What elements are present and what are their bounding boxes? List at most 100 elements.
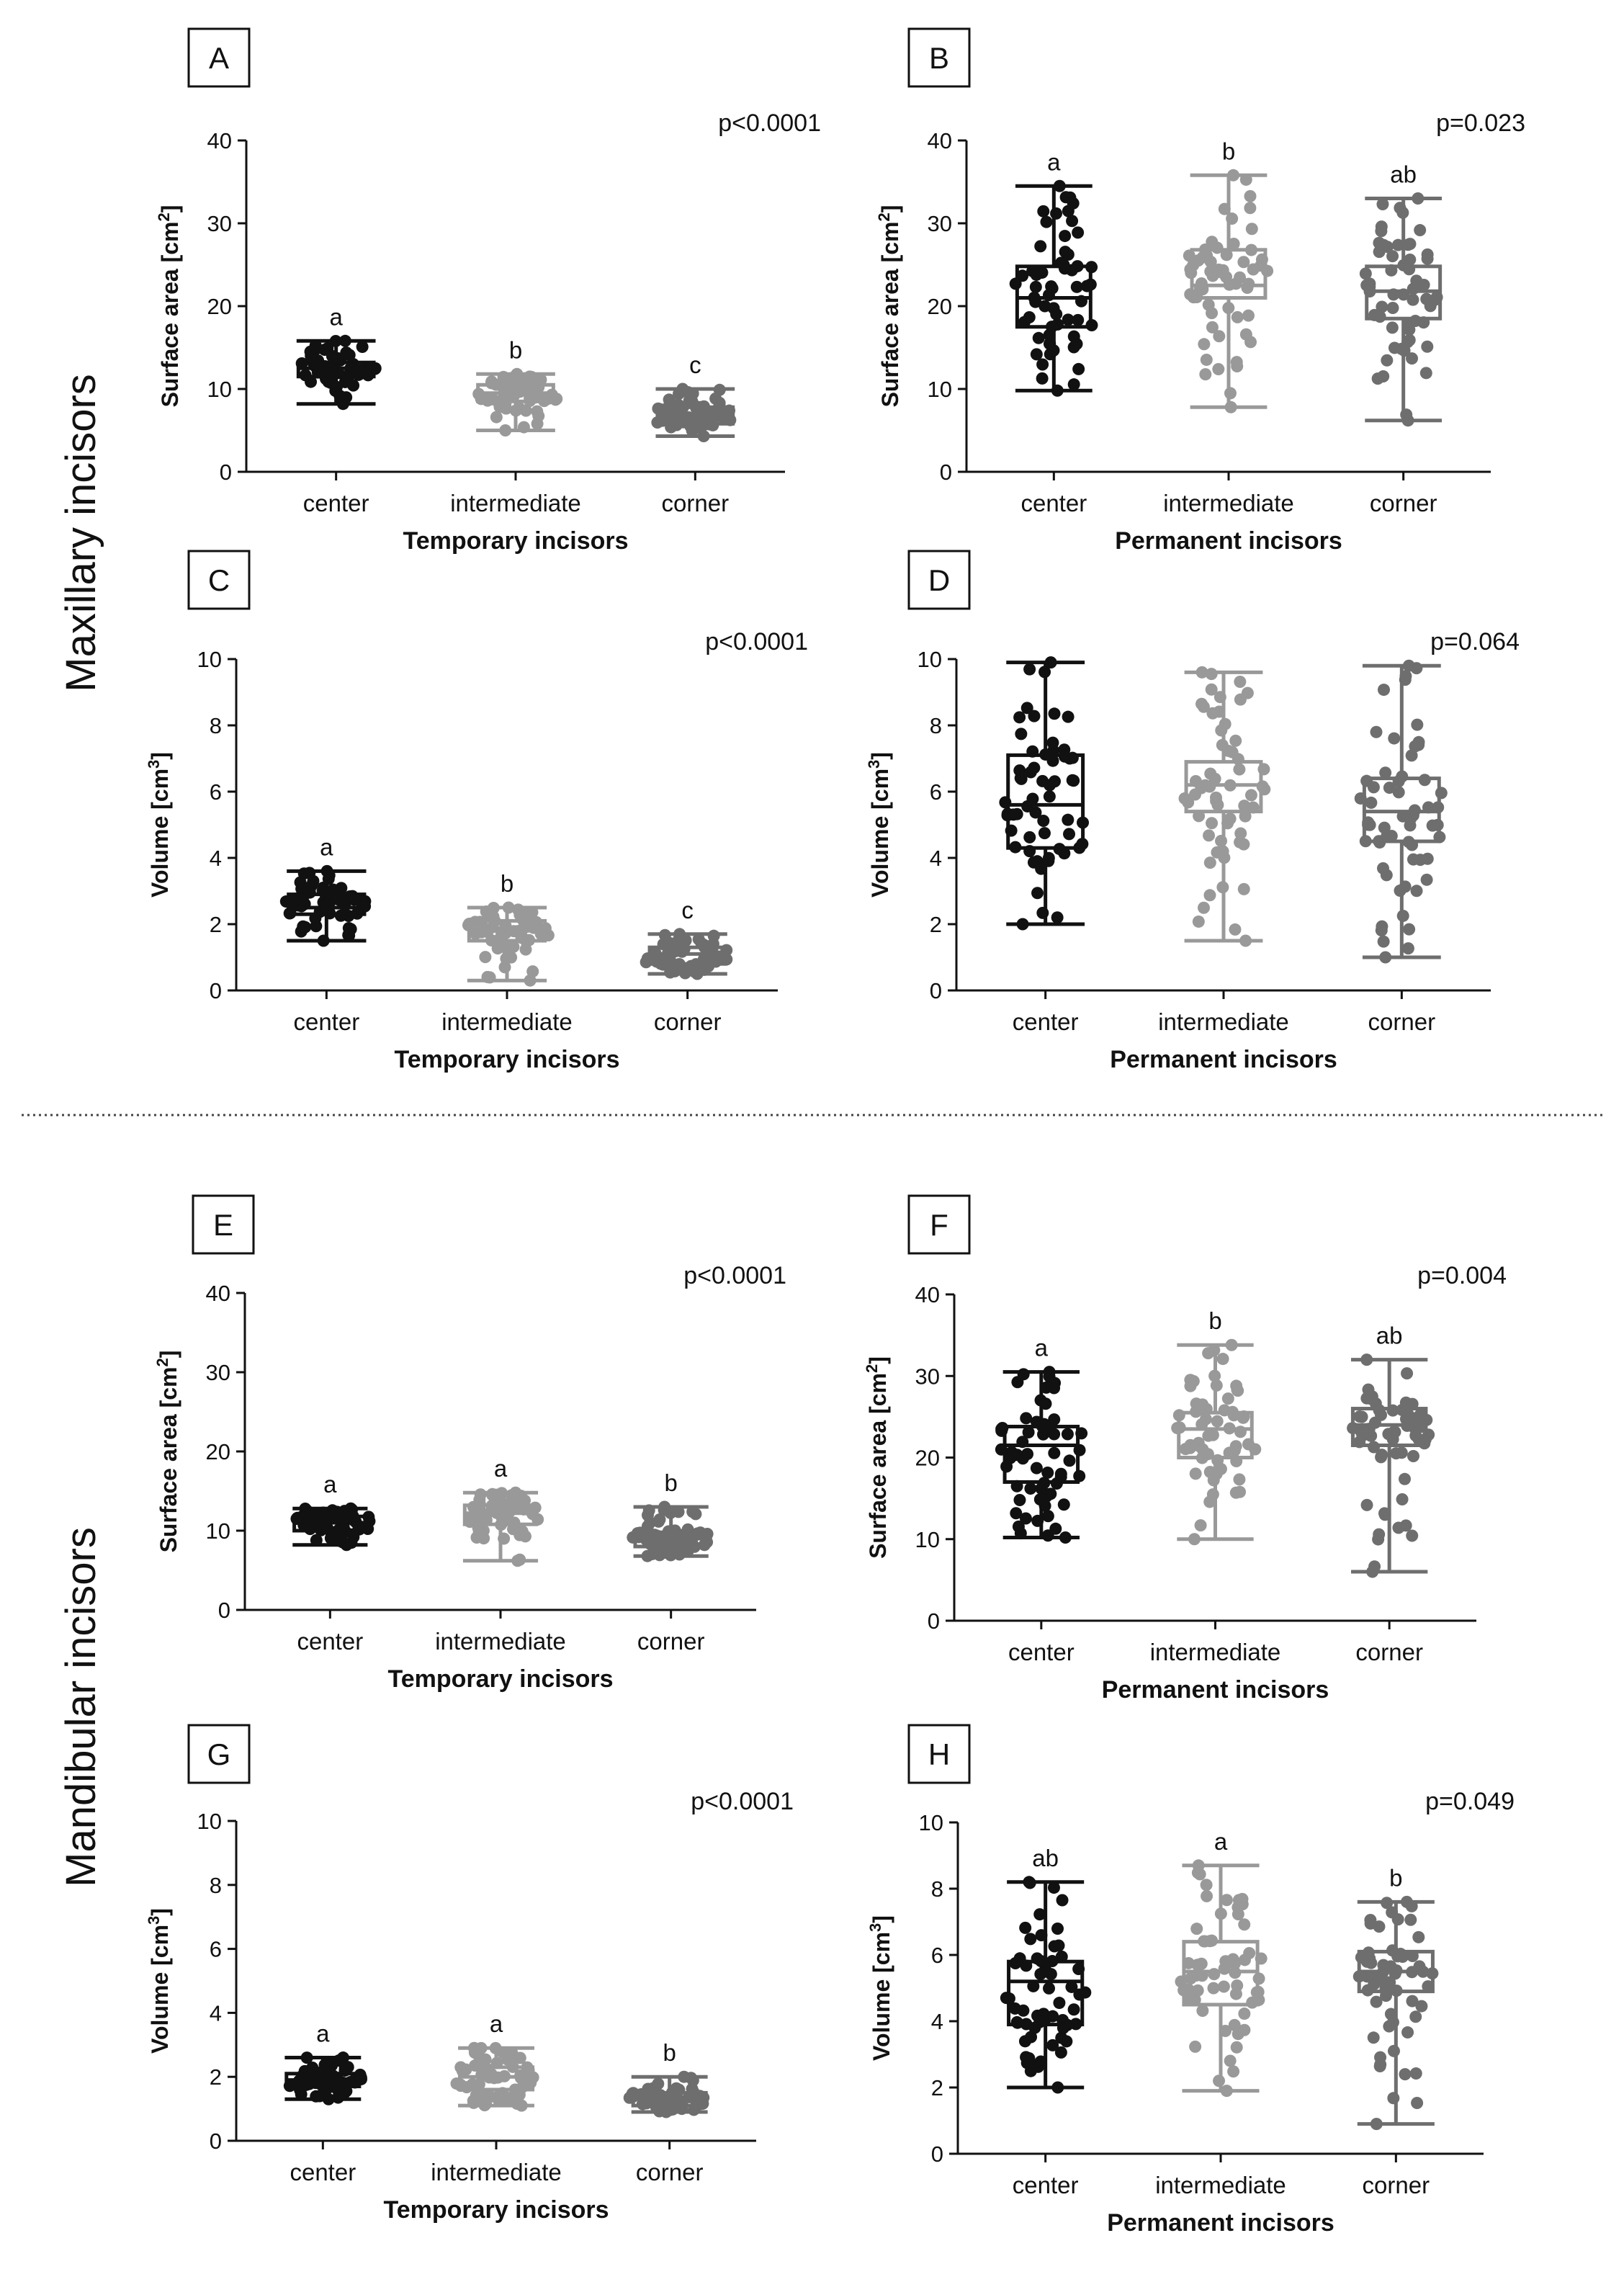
data-point xyxy=(300,2051,313,2064)
data-point xyxy=(686,395,699,408)
data-point xyxy=(290,892,303,905)
data-point xyxy=(1412,192,1425,205)
y-axis-label: Volume [cm3] xyxy=(145,1908,173,2054)
data-point xyxy=(1420,1413,1433,1426)
data-point xyxy=(1009,277,1022,290)
data-point xyxy=(1172,1409,1185,1422)
data-point xyxy=(1379,766,1392,779)
data-point xyxy=(1213,330,1226,343)
data-point xyxy=(1067,2003,1080,2016)
data-point xyxy=(1031,1514,1044,1527)
panel-letter: C xyxy=(208,563,230,597)
data-point xyxy=(1015,728,1028,740)
y-tick-label: 40 xyxy=(206,1281,230,1306)
data-point xyxy=(1203,1465,1216,1478)
y-axis-label-close: ] xyxy=(147,1908,173,1916)
y-axis-label: Surface area [cm2] xyxy=(155,205,183,408)
data-point xyxy=(292,2075,305,2087)
data-point xyxy=(1046,2038,1059,2051)
series-center: center a xyxy=(295,303,382,516)
y-axis-label: Surface area [cm2] xyxy=(875,205,903,408)
data-point xyxy=(1225,1338,1238,1351)
x-tick-label: intermediate xyxy=(1155,2172,1286,2198)
data-point xyxy=(1377,370,1390,383)
data-point xyxy=(1380,869,1393,882)
p-value-label: p<0.0001 xyxy=(691,1788,794,1815)
panel-badge xyxy=(187,27,251,88)
data-point xyxy=(1210,1379,1223,1392)
data-point xyxy=(1085,261,1098,274)
data-point xyxy=(1025,2031,1038,2044)
data-point xyxy=(658,1503,670,1516)
data-point xyxy=(1359,835,1372,848)
data-point xyxy=(1049,775,1062,788)
panel-a: Ap<0.0001 0 10 20 30 40 Surface area [cm2] cent… xyxy=(155,27,821,555)
data-point xyxy=(1373,836,1386,849)
data-point xyxy=(1190,1923,1203,1935)
data-point xyxy=(1421,852,1434,865)
data-point xyxy=(344,890,356,903)
data-point xyxy=(1244,243,1257,256)
data-point xyxy=(1053,179,1066,192)
data-point xyxy=(1237,882,1250,895)
data-point xyxy=(1201,1889,1213,1902)
data-point xyxy=(673,388,686,400)
data-point xyxy=(1233,1473,1246,1486)
data-point xyxy=(652,2100,665,2113)
x-tick-label: center xyxy=(293,1008,359,1035)
data-point xyxy=(524,2076,537,2089)
data-point xyxy=(1219,1955,1232,1968)
data-point xyxy=(1244,202,1257,215)
data-point xyxy=(1070,280,1083,293)
panel-c: Cp<0.0001 0 2 4 6 8 10 Volume [cm3] center a inter… xyxy=(145,550,808,1073)
data-point xyxy=(295,357,308,370)
y-tick-label: 0 xyxy=(931,2142,943,2167)
data-point xyxy=(1058,750,1071,763)
data-point xyxy=(1050,207,1063,220)
data-point xyxy=(1232,753,1244,766)
data-point xyxy=(1041,1529,1054,1542)
data-point xyxy=(1216,1353,1229,1366)
data-point xyxy=(1411,718,1424,731)
data-point xyxy=(1010,2015,1023,2028)
section-label-maxillary: Maxillary incisors xyxy=(58,374,104,692)
data-point xyxy=(663,952,676,965)
significance-letter: a xyxy=(329,303,343,330)
y-axis-label-text: Surface area [cm xyxy=(156,1366,181,1552)
y-tick-label: 2 xyxy=(931,2075,943,2100)
y-axis-label-close: ] xyxy=(869,1915,894,1923)
data-point xyxy=(1220,1894,1233,1907)
data-point xyxy=(1189,2040,1202,2053)
data-point xyxy=(1406,1995,1419,2008)
series-corner: corner c xyxy=(651,352,737,516)
data-point xyxy=(508,1516,521,1529)
data-point xyxy=(1396,909,1409,922)
x-tick-label: center xyxy=(1008,1639,1075,1665)
data-point xyxy=(1363,1389,1376,1402)
data-point xyxy=(1389,1426,1401,1438)
data-point xyxy=(1367,2031,1380,2044)
data-point xyxy=(1424,300,1437,313)
data-point xyxy=(334,909,347,922)
series-center: center a xyxy=(283,2020,367,2185)
data-point xyxy=(1021,1448,1034,1461)
panel-badge xyxy=(907,27,971,88)
data-point xyxy=(1223,278,1236,291)
data-point xyxy=(1038,827,1051,840)
data-point xyxy=(490,2057,503,2069)
data-point xyxy=(1059,246,1072,259)
data-point xyxy=(1410,662,1423,675)
data-point xyxy=(474,1488,487,1501)
y-tick-label: 6 xyxy=(210,1937,222,1962)
data-point xyxy=(1188,1533,1201,1546)
data-point xyxy=(1196,283,1209,296)
data-point xyxy=(1196,2004,1209,2017)
data-point xyxy=(1067,330,1080,343)
y-tick-label: 4 xyxy=(930,846,942,871)
significance-letter: a xyxy=(494,1455,508,1482)
data-point xyxy=(1085,319,1098,332)
series-intermediate: intermediate b xyxy=(441,870,573,1035)
data-point xyxy=(311,2066,324,2079)
data-point xyxy=(1230,1455,1243,1468)
data-point xyxy=(1195,666,1208,679)
